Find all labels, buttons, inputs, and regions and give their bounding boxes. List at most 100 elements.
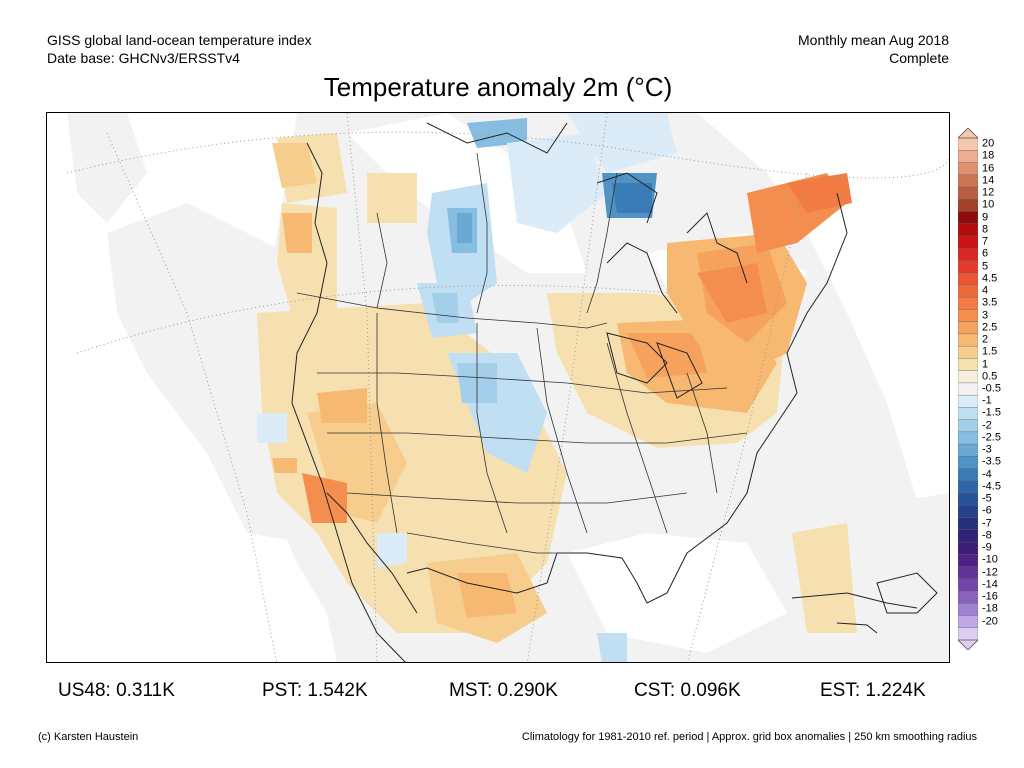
colorbar-tick-label: 18 bbox=[982, 149, 995, 162]
colorbar-tick-label: -10 bbox=[982, 553, 998, 566]
stat-pst: PST: 1.542K bbox=[262, 680, 368, 701]
colorbar-tick-label: 8 bbox=[982, 223, 989, 236]
colorbar-tick-label: -1.5 bbox=[982, 406, 1001, 419]
colorbar-tick-label: 3 bbox=[982, 309, 989, 322]
colorbar-swatches bbox=[958, 137, 978, 641]
copyright: (c) Karsten Haustein bbox=[38, 731, 139, 743]
borders bbox=[296, 152, 748, 554]
colorbar-swatch bbox=[958, 321, 978, 335]
colorbar-tick-label: -12 bbox=[982, 566, 998, 579]
map-canvas bbox=[47, 113, 949, 662]
colorbar-tick-label: 4 bbox=[982, 284, 989, 297]
dataset-title: GISS global land-ocean temperature index bbox=[47, 32, 312, 48]
coastlines bbox=[291, 122, 938, 662]
header-left: GISS global land-ocean temperature index… bbox=[47, 31, 312, 67]
colorbar-tick-label: 0.5 bbox=[982, 370, 998, 383]
colorbar-tick-label: -7 bbox=[982, 517, 992, 530]
stat-est: EST: 1.224K bbox=[820, 680, 926, 701]
stat-mst: MST: 0.290K bbox=[449, 680, 558, 701]
colorbar-swatch bbox=[958, 590, 978, 604]
colorbar-swatch bbox=[958, 150, 978, 163]
colorbar-bottom-arrow bbox=[958, 639, 978, 650]
colorbar-tick-label: -4 bbox=[982, 468, 992, 481]
colorbar-tick-label: 20 bbox=[982, 137, 995, 150]
colorbar-tick-label: 5 bbox=[982, 260, 989, 273]
colorbar-swatch bbox=[958, 615, 978, 629]
anomaly-map bbox=[46, 112, 950, 663]
colorbar-tick-label: -0.5 bbox=[982, 382, 1001, 395]
colorbar-swatch bbox=[958, 431, 978, 445]
status-label: Complete bbox=[889, 50, 949, 66]
colorbar-swatch bbox=[958, 480, 978, 494]
colorbar-swatch bbox=[958, 345, 978, 359]
stat-us48: US48: 0.311K bbox=[58, 680, 175, 701]
colorbar-swatch bbox=[958, 260, 978, 274]
colorbar-tick-label: -5 bbox=[982, 492, 992, 505]
colorbar-swatch bbox=[958, 456, 978, 470]
colorbar-swatch bbox=[958, 578, 978, 592]
colorbar-swatch bbox=[958, 394, 978, 408]
colorbar-tick-label: -6 bbox=[982, 504, 992, 517]
colorbar-tick-label: -3.5 bbox=[982, 455, 1001, 468]
regional-stats: US48: 0.311K PST: 1.542K MST: 0.290K CST… bbox=[0, 680, 1024, 706]
colorbar-tick-label: 12 bbox=[982, 186, 995, 199]
colorbar-labels: 20 18 16 14 12 10 9 8 7 6 5 4.5 4 3.5 3 2.5 2 1.5 1 0.5 -0.5… bbox=[982, 128, 1024, 650]
colorbar-swatch bbox=[958, 492, 978, 506]
colorbar-tick-label: -3 bbox=[982, 443, 992, 456]
colorbar-swatch bbox=[958, 554, 978, 568]
colorbar-swatch bbox=[958, 566, 978, 580]
colorbar-tick-label: -2.5 bbox=[982, 431, 1001, 444]
colorbar-swatch bbox=[958, 419, 978, 433]
colorbar-swatch bbox=[958, 627, 978, 641]
colorbar-swatch bbox=[958, 186, 978, 200]
colorbar-tick-label: 14 bbox=[982, 174, 995, 187]
colorbar-tick-label: -1 bbox=[982, 394, 992, 407]
colorbar-swatch bbox=[958, 296, 978, 310]
colorbar-tick-label: -9 bbox=[982, 541, 992, 554]
colorbar-tick-label: -8 bbox=[982, 529, 992, 542]
colorbar-swatch bbox=[958, 358, 978, 372]
colorbar-swatch bbox=[958, 199, 978, 212]
colorbar-tick-label: -2 bbox=[982, 419, 992, 432]
colorbar-swatch bbox=[958, 284, 978, 298]
colorbar-tick-label: -18 bbox=[982, 602, 998, 615]
colorbar-tick-label: -20 bbox=[982, 615, 998, 628]
colorbar-swatch bbox=[958, 333, 978, 347]
colorbar-swatch bbox=[958, 174, 978, 188]
colorbar-swatch bbox=[958, 505, 978, 519]
colorbar-swatch bbox=[958, 211, 978, 225]
colorbar-tick-label: 7 bbox=[982, 235, 989, 248]
colorbar-tick-label: 1.5 bbox=[982, 345, 998, 358]
colorbar-swatch bbox=[958, 162, 978, 176]
colorbar-swatch bbox=[958, 309, 978, 323]
colorbar-tick-label: 10 bbox=[982, 198, 995, 211]
colorbar-tick-label: -16 bbox=[982, 590, 998, 603]
colorbar-tick-label: -14 bbox=[982, 578, 998, 591]
colorbar bbox=[958, 128, 978, 650]
colorbar-swatch bbox=[958, 529, 978, 543]
colorbar-swatch bbox=[958, 443, 978, 457]
cool-anomalies bbox=[257, 113, 677, 662]
colorbar-swatch bbox=[958, 407, 978, 421]
colorbar-top-arrow bbox=[958, 128, 978, 139]
graticule bbox=[66, 113, 949, 662]
colorbar-tick-label: 9 bbox=[982, 211, 989, 224]
colorbar-swatch bbox=[958, 468, 978, 482]
colorbar-swatch bbox=[958, 541, 978, 555]
colorbar-swatch bbox=[958, 223, 978, 237]
colorbar-swatch bbox=[958, 137, 978, 151]
colorbar-tick-label: 4.5 bbox=[982, 272, 998, 285]
colorbar-tick-label: 16 bbox=[982, 162, 995, 175]
colorbar-tick-label: 2.5 bbox=[982, 321, 998, 334]
colorbar-swatch bbox=[958, 382, 978, 396]
stat-cst: CST: 0.096K bbox=[634, 680, 741, 701]
colorbar-tick-label: -4.5 bbox=[982, 480, 1001, 493]
colorbar-swatch bbox=[958, 370, 978, 384]
colorbar-swatch bbox=[958, 247, 978, 261]
colorbar-tick-label: 6 bbox=[982, 247, 989, 260]
colorbar-swatch bbox=[958, 517, 978, 531]
colorbar-tick-label: 1 bbox=[982, 358, 989, 370]
data-base: Date base: GHCNv3/ERSSTv4 bbox=[47, 50, 240, 66]
header-right: Monthly mean Aug 2018 Complete bbox=[798, 31, 949, 67]
colorbar-swatch bbox=[958, 603, 978, 617]
